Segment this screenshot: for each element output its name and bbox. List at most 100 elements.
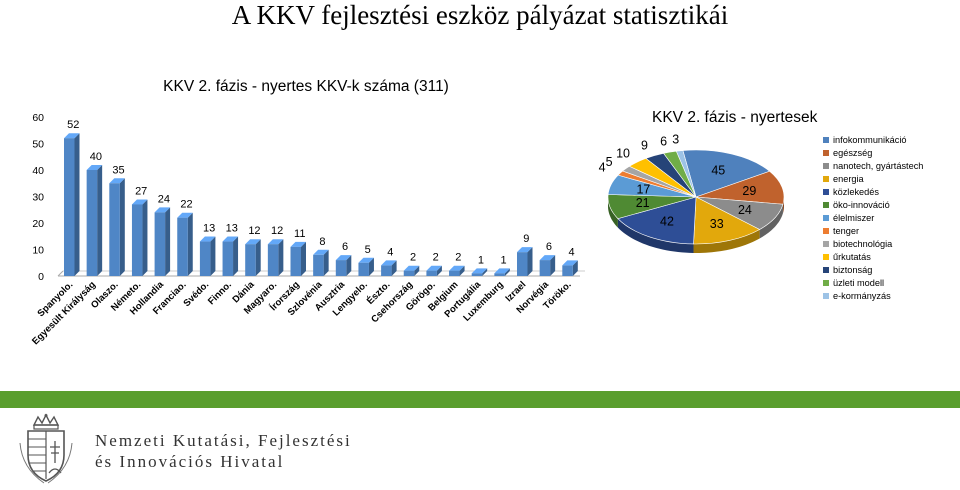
pie-value-label: 3 xyxy=(672,133,679,147)
pie-value-label: 29 xyxy=(742,184,756,198)
bar-value-label: 13 xyxy=(226,223,238,235)
bar-front xyxy=(109,183,120,276)
pie-slice-5 xyxy=(617,196,697,245)
bar-value-label: 11 xyxy=(294,228,305,240)
pie-value-label: 42 xyxy=(660,215,674,229)
bar-top xyxy=(471,268,488,274)
bar-top xyxy=(64,133,80,139)
bar-value-label: 12 xyxy=(271,225,283,237)
bar-2 xyxy=(86,165,103,276)
bar-side xyxy=(504,268,510,276)
bar-value-label: 8 xyxy=(319,236,325,248)
legend-item: nanotech, gyártástech xyxy=(823,159,923,172)
pie-chart-legend: infokommunikáció egészség nanotech, gyártá… xyxy=(823,133,923,302)
bar-chart: KKV 2. fázis - nyertes KKV-k száma (311)… xyxy=(30,78,585,347)
bar-1 xyxy=(64,133,80,276)
bar-value-label: 12 xyxy=(248,225,260,237)
bar-10 xyxy=(267,239,284,276)
bar-16 xyxy=(403,265,420,276)
bar-value-label: 9 xyxy=(523,233,529,245)
legend-item: élelmiszer xyxy=(823,211,923,224)
legend-label: üzleti modell xyxy=(833,277,885,288)
bar-top xyxy=(381,260,397,266)
bar-chart-title: KKV 2. fázis - nyertes KKV-k száma (311) xyxy=(163,78,449,95)
bar-top xyxy=(267,239,284,245)
legend-label: e-kormányzás xyxy=(833,290,891,301)
bar-value-label: 1 xyxy=(501,254,507,266)
legend-item: üzleti modell xyxy=(823,276,923,289)
bar-7 xyxy=(199,236,216,276)
bar-value-label: 4 xyxy=(387,246,393,258)
pie-value-label: 9 xyxy=(641,139,648,153)
bar-value-label: 27 xyxy=(135,185,147,197)
legend-swatch xyxy=(823,136,829,143)
bar-23 xyxy=(562,260,578,276)
bar-front xyxy=(403,270,415,276)
legend-item: infokommunikáció xyxy=(823,133,923,146)
bar-top xyxy=(403,265,420,271)
bar-13 xyxy=(335,255,352,276)
bar-side xyxy=(323,249,329,276)
bar-side xyxy=(210,236,216,276)
pie-value-label: 17 xyxy=(636,182,650,196)
legend-swatch xyxy=(823,201,829,208)
pie-value-label: 45 xyxy=(711,163,725,177)
bar-top xyxy=(449,265,465,271)
legend-swatch xyxy=(823,188,829,195)
bar-side xyxy=(572,260,578,276)
y-tick-label: 50 xyxy=(32,139,44,151)
y-tick-label: 60 xyxy=(32,112,44,124)
bar-front xyxy=(517,252,528,276)
bar-17 xyxy=(426,265,442,276)
organization-name-line-1: Nemzeti Kutatási, Fejlesztési xyxy=(95,431,352,450)
x-tick-label: Svédo. xyxy=(181,279,211,309)
pie-slice-side xyxy=(617,218,694,253)
legend-swatch xyxy=(823,162,829,169)
bar-side xyxy=(119,178,125,276)
bar-side xyxy=(255,239,261,276)
pie-slice-2 xyxy=(695,170,785,205)
organization-name-line-2: és Innovációs Hivatal xyxy=(95,452,285,471)
y-tick-label: 40 xyxy=(32,165,44,177)
bar-value-label: 52 xyxy=(67,119,79,131)
legend-item: egészség xyxy=(823,146,923,159)
x-tick-label: Finno. xyxy=(206,279,234,307)
bar-8 xyxy=(222,236,239,276)
legend-label: tenger xyxy=(833,225,860,236)
legend-item: űrkutatás xyxy=(823,250,923,263)
legend-label: űrkutatás xyxy=(833,251,871,262)
bar-front xyxy=(177,217,188,276)
bar-value-label: 2 xyxy=(433,252,439,264)
bar-side xyxy=(391,260,397,276)
pie-slice-1 xyxy=(682,149,771,198)
legend-label: élelmiszer xyxy=(833,212,875,223)
bar-top xyxy=(494,268,510,274)
legend-item: tenger xyxy=(823,224,923,237)
bar-value-label: 40 xyxy=(90,151,102,163)
bar-21 xyxy=(517,247,533,276)
legend-swatch xyxy=(823,292,829,299)
bar-front xyxy=(449,270,460,276)
bar-top xyxy=(177,212,193,218)
bar-top xyxy=(539,255,556,261)
bar-side xyxy=(459,265,465,276)
bar-front xyxy=(131,204,143,276)
bar-side xyxy=(97,165,103,276)
bar-side xyxy=(346,255,352,276)
bar-top xyxy=(131,199,148,205)
bar-side xyxy=(278,239,284,276)
bar-top xyxy=(222,236,239,242)
pie-chart: KKV 2. fázis - nyertesek száma 45 29 24 33 4… xyxy=(599,109,820,253)
legend-label: biotechnológia xyxy=(833,238,893,249)
bar-value-label: 4 xyxy=(568,246,574,258)
bar-top xyxy=(426,265,442,271)
bar-side xyxy=(233,236,239,276)
bar-side xyxy=(74,133,80,276)
bar-front xyxy=(199,241,211,276)
legend-swatch xyxy=(823,253,829,260)
bar-top xyxy=(335,255,352,261)
bar-top xyxy=(109,178,125,184)
pie-slice-13 xyxy=(675,150,697,198)
